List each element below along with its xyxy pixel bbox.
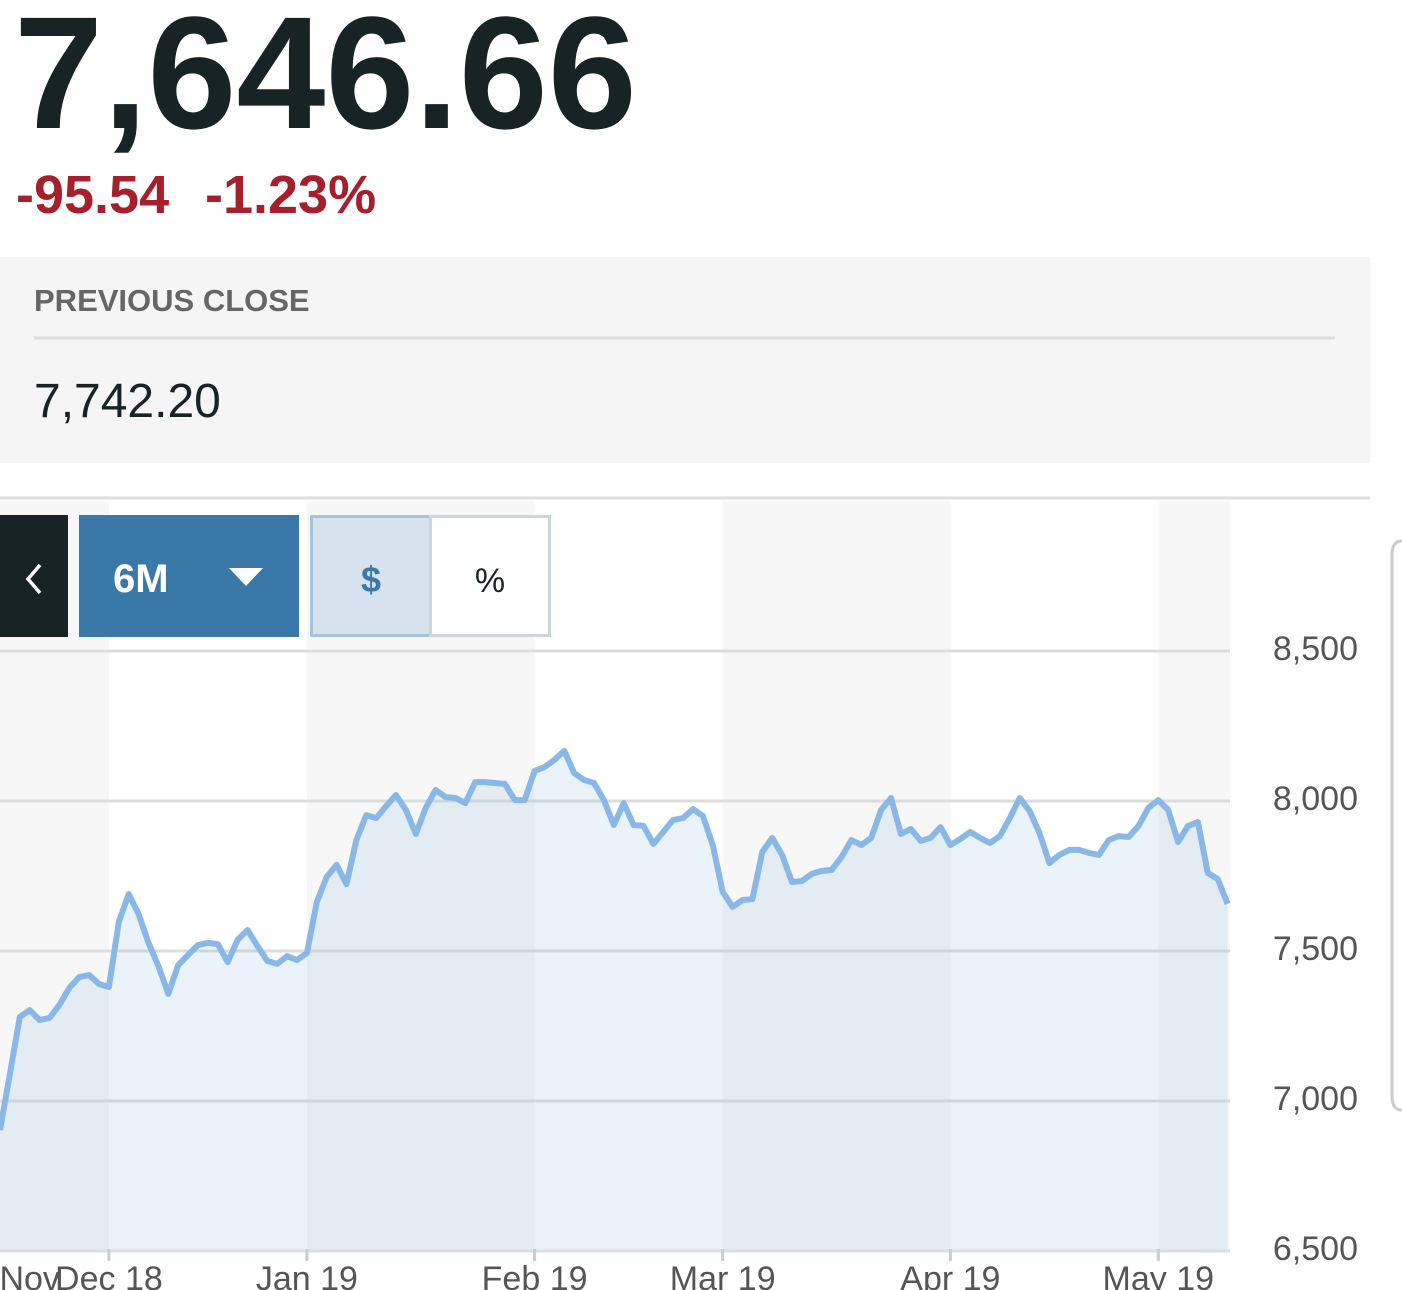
x-tick-label: May 19 [1103, 1260, 1215, 1290]
x-tick-label: Apr 19 [900, 1260, 1000, 1290]
dollar-toggle[interactable] [310, 515, 432, 637]
change-percent: -1.23% [205, 165, 376, 225]
previous-close-panel [0, 257, 1370, 463]
x-tick-label: Feb 19 [482, 1260, 588, 1290]
previous-close-value: 7,742.20 [34, 375, 221, 428]
back-button[interactable] [0, 515, 68, 637]
month-band [534, 501, 723, 1251]
dollar-label: $ [361, 559, 381, 600]
x-tick-label: Dec 18 [55, 1260, 163, 1290]
range-button[interactable] [79, 515, 299, 637]
price: 7,646.66 [14, 0, 637, 162]
change: -95.54 [16, 165, 169, 225]
x-tick-label: Jan 19 [256, 1260, 358, 1290]
range-label: 6M [113, 557, 169, 601]
x-tick-label: Mar 19 [670, 1260, 776, 1290]
y-tick-label: 7,500 [1273, 930, 1358, 968]
percent-toggle[interactable] [429, 515, 551, 637]
y-tick-label: 8,500 [1273, 630, 1358, 668]
y-tick-label: 8,000 [1273, 780, 1358, 818]
area [0, 750, 1228, 1251]
side-panel-edge [1390, 539, 1402, 1112]
previous-close-label: PREVIOUS CLOSE [34, 283, 310, 318]
line [0, 747, 1231, 1131]
chevron-icon [25, 563, 42, 595]
y-tick-label: 6,500 [1273, 1230, 1358, 1268]
y-tick-label: 7,000 [1273, 1080, 1358, 1118]
x-tick-label: Nov [0, 1260, 60, 1290]
dropdown-icon [229, 568, 263, 586]
percent-label: % [475, 562, 505, 600]
month-band [722, 501, 951, 1251]
month-band [950, 501, 1159, 1251]
